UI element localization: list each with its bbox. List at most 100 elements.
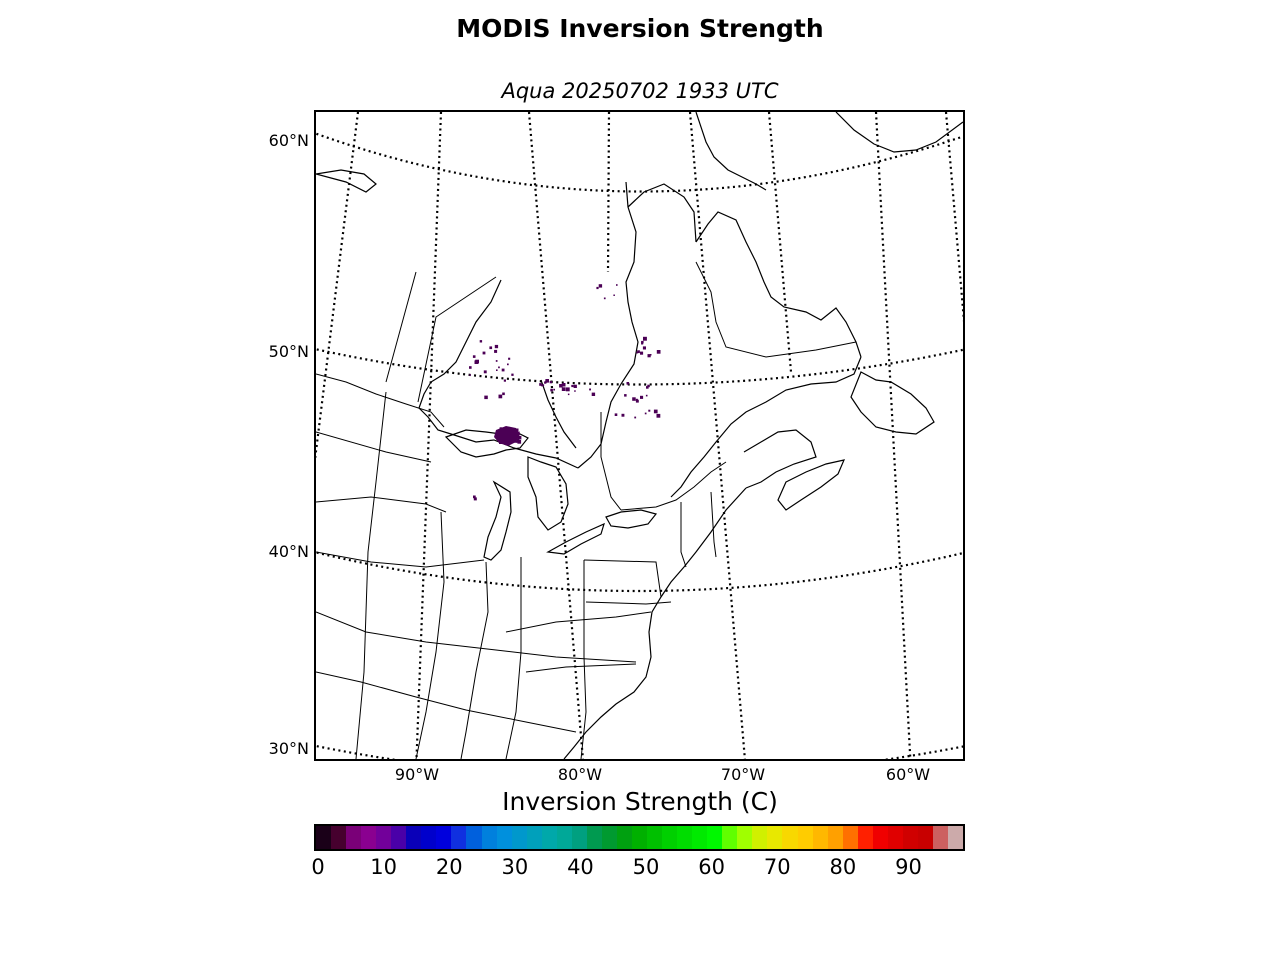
- inversion-pixel-91: [494, 344, 499, 349]
- state-line-9: [505, 557, 522, 759]
- inversion-pixel-104: [489, 346, 493, 350]
- state-line-3: [316, 551, 485, 568]
- gulf-st-lawrence: [670, 356, 862, 498]
- colorbar-swatch-31: [782, 826, 798, 849]
- colorbar-swatch-41: [932, 826, 948, 849]
- graticule: [316, 112, 963, 759]
- state-line-6: [355, 391, 387, 759]
- colorbar-swatch-27: [722, 826, 738, 849]
- colorbar-tick-80: 80: [829, 855, 857, 879]
- colorbar-tick-90: 90: [895, 855, 922, 879]
- colorbar-swatch-33: [812, 826, 828, 849]
- hudson-bay-coast: [418, 279, 579, 469]
- colorbar-tick-50: 50: [632, 855, 660, 879]
- state-line-12: [585, 601, 672, 605]
- inversion-pixel-147: [641, 342, 644, 345]
- colorbar-tick-40: 40: [567, 855, 594, 879]
- colorbar-swatch-19: [601, 826, 617, 849]
- inversion-pixel-154: [596, 286, 599, 290]
- nova-scotia: [777, 459, 846, 511]
- colorbar-swatch-23: [662, 826, 678, 849]
- state-line-8: [460, 561, 489, 759]
- inversion-pixel-112: [545, 379, 549, 383]
- inversion-pixel-85: [516, 438, 520, 441]
- colorbar: [314, 824, 965, 851]
- inversion-pixel-140: [656, 413, 661, 418]
- inversion-pixel-141: [624, 394, 627, 397]
- inversion-pixel-159: [647, 354, 651, 358]
- colorbar-swatch-22: [647, 826, 663, 849]
- inversion-pixel-98: [502, 392, 505, 396]
- colorbar-tick-30: 30: [501, 855, 529, 879]
- inversion-pixel-108: [469, 366, 472, 369]
- inversion-pixel-148: [640, 351, 644, 355]
- state-line-15: [710, 491, 717, 558]
- inversion-pixel-114: [567, 393, 570, 396]
- inversion-pixel-117: [589, 388, 591, 391]
- inversion-pixel-139: [644, 412, 647, 415]
- state-line-5: [316, 671, 577, 733]
- state-line-13: [505, 611, 652, 633]
- colorbar-swatch-5: [391, 826, 407, 849]
- inversion-pixel-161: [650, 354, 652, 356]
- baffin-south: [695, 112, 767, 191]
- colorbar-swatch-40: [917, 826, 933, 849]
- lake-superior: [444, 429, 529, 458]
- inversion-pixel-160: [656, 350, 661, 354]
- baffin-east: [835, 112, 963, 153]
- inversion-pixel-113: [591, 392, 596, 396]
- inversion-pixel-125: [559, 384, 563, 388]
- meridian-90w: [415, 112, 443, 759]
- colorbar-swatch-1: [331, 826, 347, 849]
- colorbar-label: Inversion Strength (C): [502, 787, 778, 816]
- hudson-bay-east: [577, 181, 639, 469]
- meridian-80w: [527, 112, 585, 759]
- atlantic-coast: [563, 487, 747, 759]
- colorbar-tick-60: 60: [698, 855, 726, 879]
- colorbar-swatch-3: [361, 826, 377, 849]
- inversion-pixel-149: [643, 336, 647, 341]
- labrador-coast: [695, 211, 862, 358]
- inversion-pixel-156: [473, 497, 477, 501]
- state-line-4: [316, 611, 637, 663]
- inversion-pixel-122: [541, 384, 543, 387]
- inversion-pixel-120: [539, 383, 542, 386]
- inversion-pixel-84: [515, 440, 519, 443]
- colorbar-swatch-2: [346, 826, 362, 849]
- ontario-nunavut: [417, 276, 497, 403]
- colorbar-swatch-42: [947, 826, 963, 849]
- inversion-pixel-143: [632, 397, 636, 401]
- colorbar-swatch-10: [466, 826, 482, 849]
- inversion-pixel-118: [574, 390, 576, 392]
- colorbar-swatch-39: [902, 826, 918, 849]
- inversion-pixel-96: [495, 360, 498, 362]
- lon-label-90w: 90°W: [394, 765, 440, 784]
- lon-label-70w: 70°W: [720, 765, 766, 784]
- inversion-pixel-135: [626, 382, 630, 385]
- colorbar-swatch-15: [541, 826, 557, 849]
- inversion-pixel-134: [647, 384, 650, 388]
- inversion-pixel-128: [562, 383, 566, 387]
- inversion-pixel-129: [550, 388, 553, 392]
- inversion-pixel-132: [648, 409, 651, 412]
- inversion-pixel-78: [516, 428, 519, 431]
- parallel-60n: [316, 132, 963, 193]
- colorbar-swatch-35: [842, 826, 858, 849]
- figure-subtitle: Aqua 20250702 1933 UTC: [501, 79, 779, 103]
- james-bay: [540, 379, 577, 449]
- inversion-pixel-133: [646, 386, 649, 389]
- state-line-11: [583, 559, 662, 598]
- state-line-1: [316, 431, 432, 463]
- colorbar-swatch-36: [857, 826, 873, 849]
- inversion-pixel-101: [479, 340, 483, 343]
- inversion-pixel-124: [542, 384, 545, 387]
- meridian-60w: [874, 112, 912, 759]
- colorbar-swatch-20: [616, 826, 632, 849]
- inversion-data-pixels: [469, 284, 661, 501]
- inversion-pixel-93: [483, 370, 487, 374]
- inversion-pixel-102: [484, 395, 488, 400]
- map-panel[interactable]: [314, 110, 965, 761]
- inversion-pixel-115: [553, 388, 555, 391]
- lon-label-80w: 80°W: [557, 765, 603, 784]
- colorbar-tick-0: 0: [311, 855, 325, 879]
